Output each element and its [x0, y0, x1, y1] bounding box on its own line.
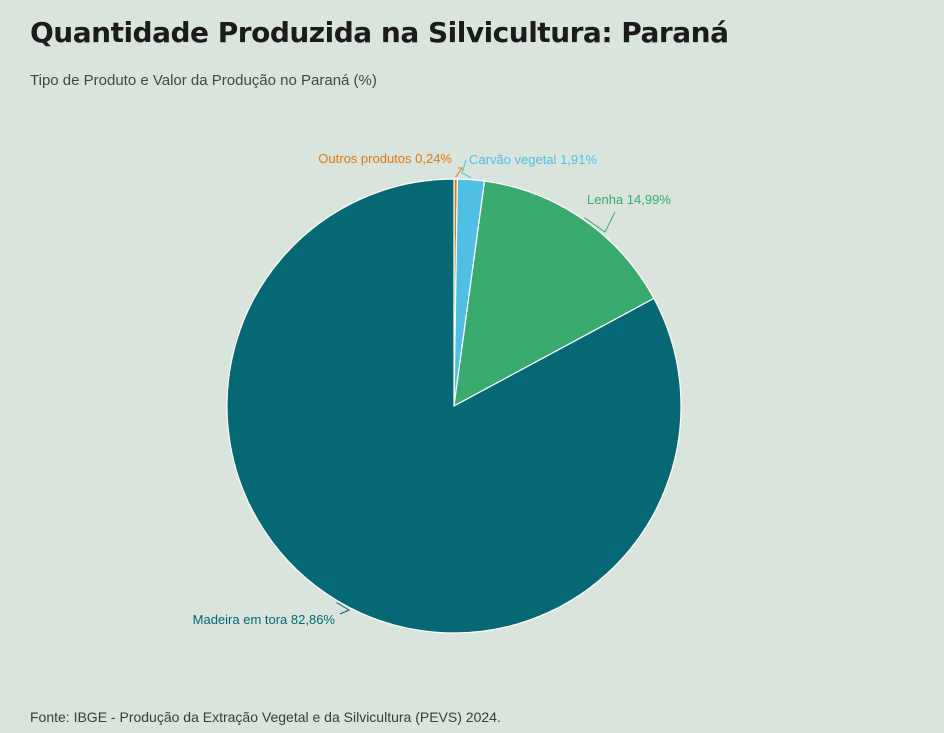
slice-label-carvão-vegetal: Carvão vegetal 1,91%	[469, 152, 597, 167]
leader-line-lenha	[584, 211, 616, 233]
chart-subtitle: Tipo de Produto e Valor da Produção no P…	[30, 72, 377, 89]
leader-line-madeira-em-tora	[336, 602, 351, 615]
pie-slice-madeira-em-tora	[226, 178, 682, 634]
leader-line-carvão-vegetal	[461, 159, 472, 179]
source-note: Fonte: IBGE - Produção da Extração Veget…	[30, 709, 501, 725]
slice-label-madeira-em-tora: Madeira em tora 82,86%	[193, 612, 336, 627]
leader-line-outros-produtos	[455, 167, 463, 178]
pie-slice-lenha	[453, 180, 655, 408]
slice-label-lenha: Lenha 14,99%	[587, 192, 671, 207]
chart-title: Quantidade Produzida na Silvicultura: Pa…	[30, 16, 729, 49]
slice-label-outros-produtos: Outros produtos 0,24%	[318, 151, 452, 166]
